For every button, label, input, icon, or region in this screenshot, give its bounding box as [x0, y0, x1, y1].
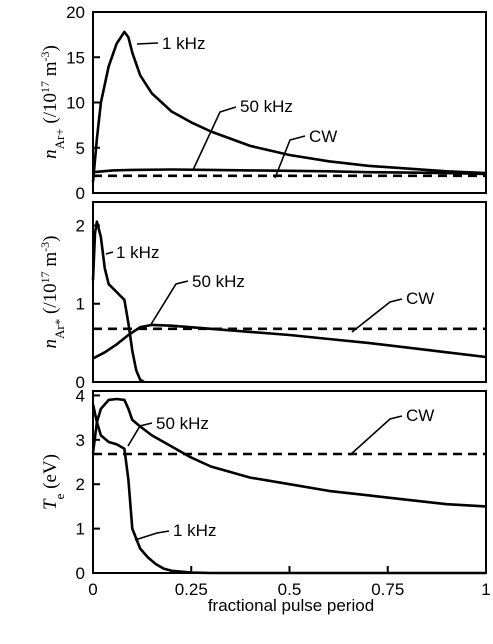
- panel-n-ar-plus: nAr+ (/1017 m-3) 0 5 10 15 20 1 kHz 50 kHz C…: [38, 3, 487, 203]
- ytick-label: 1: [76, 295, 85, 314]
- ytick-label: 2: [76, 475, 85, 494]
- ytick-label: 5: [76, 139, 85, 158]
- series-line-1-khz: [91, 30, 487, 183]
- label-cw-panel-3: CW: [406, 406, 434, 425]
- leader-cw-panel-2: [351, 298, 403, 333]
- ytick-label: 0: [76, 373, 85, 392]
- leader-50khz-panel-1: [192, 106, 237, 171]
- panel-3-series: [91, 397, 487, 575]
- ytick-label: 0: [76, 564, 85, 583]
- series-line-50-khz: [91, 397, 487, 508]
- leader-1khz-panel-1: [136, 42, 159, 45]
- xtick-label: 0.75: [371, 580, 404, 599]
- xtick-label: 0.5: [278, 580, 302, 599]
- ytick-label: 3: [76, 431, 85, 450]
- series-line-1-khz: [91, 404, 486, 575]
- label-cw-panel-2: CW: [406, 289, 434, 308]
- panel-2-ylabel: nAr* (/1017 m-3): [38, 236, 67, 349]
- ytick-label: 2: [76, 216, 85, 235]
- ytick-label: 1: [76, 520, 85, 539]
- ytick-label: 15: [66, 48, 85, 67]
- leader-cw-panel-3: [349, 415, 403, 456]
- x-axis-label: fractional pulse period: [208, 596, 374, 615]
- label-1khz-panel-3: 1 kHz: [173, 521, 216, 540]
- leader-50khz-panel-2: [149, 280, 189, 327]
- leader-1khz-panel-3: [134, 530, 170, 541]
- panel-2-annotations: 1 kHz 50 kHz CW: [105, 243, 434, 333]
- panel-1-yticks: 0 5 10 15 20: [66, 3, 100, 203]
- label-1khz-panel-1: 1 kHz: [162, 34, 205, 53]
- ytick-label: 4: [76, 386, 85, 405]
- panel-1-annotations: 1 kHz 50 kHz CW: [136, 34, 337, 179]
- leader-50khz-panel-3: [127, 422, 153, 447]
- label-50khz-panel-3: 50 kHz: [156, 414, 209, 433]
- panel-1-ylabel: nAr+ (/1017 m-3): [38, 45, 67, 159]
- panel-n-ar-star: nAr* (/1017 m-3) 0 1 2 1 kHz 50 kHz CW: [38, 201, 487, 392]
- panel-3-xticks: 0 0.25 0.5 0.75 1: [88, 566, 491, 599]
- series-line-50-khz: [92, 323, 487, 360]
- panel-1-series: [91, 30, 487, 183]
- leader-1khz-panel-2: [105, 251, 114, 255]
- leader-cw-panel-1: [274, 135, 306, 179]
- ytick-label: 0: [76, 184, 85, 203]
- label-1khz-panel-2: 1 kHz: [116, 243, 159, 262]
- label-50khz-panel-2: 50 kHz: [192, 272, 245, 291]
- panel-2-frame: [92, 201, 487, 383]
- xtick-label: 0.25: [175, 580, 208, 599]
- label-50khz-panel-1: 50 kHz: [240, 97, 293, 116]
- panel-2-series: [91, 220, 487, 384]
- ytick-label: 20: [66, 3, 85, 22]
- panel-3-annotations: 50 kHz CW 1 kHz: [127, 406, 434, 541]
- panel-3-yticks: 0 1 2 3 4: [76, 386, 100, 583]
- series-line-50-khz: [92, 168, 487, 176]
- series-line-1-khz: [91, 220, 145, 384]
- xtick-label: 0: [88, 580, 97, 599]
- panel-3-ylabel: Te (eV): [40, 454, 67, 510]
- xtick-label: 1: [481, 580, 490, 599]
- panel-te: Te (eV) 0 1 2 3 4 0 0.25 0.5 0.75 1 50 kHz CW 1 …: [40, 386, 491, 615]
- label-cw-panel-1: CW: [309, 127, 337, 146]
- panel-2-yticks: 0 1 2: [76, 216, 100, 392]
- ytick-label: 10: [66, 94, 85, 113]
